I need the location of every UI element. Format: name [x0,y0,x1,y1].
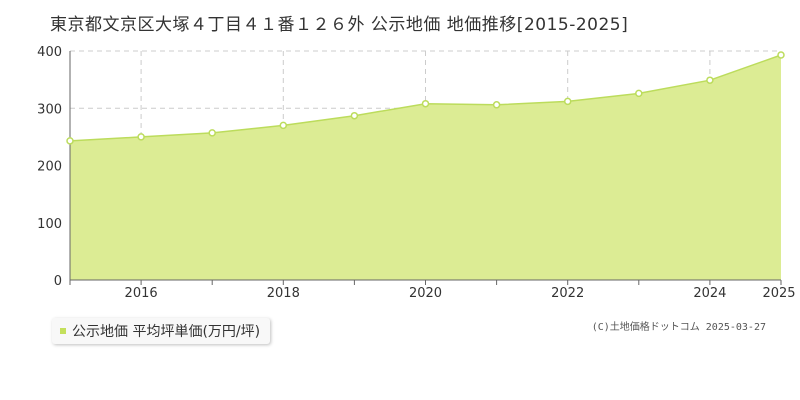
x-tick-label: 2025 [762,286,795,301]
series-area-fill [70,55,781,280]
data-point [66,137,74,145]
data-point [706,76,714,84]
y-tick-label: 100 [37,217,62,232]
data-point [421,99,430,108]
x-tick-label: 2024 [693,286,726,301]
y-tick-label: 300 [37,102,62,117]
data-point [777,51,785,59]
x-tick-label: 2022 [551,286,584,301]
data-point [635,89,643,98]
data-point [350,111,359,120]
y-tick-label: 400 [37,45,62,60]
y-tick-labels: 0 100 200 300 400 [37,45,62,289]
data-point [137,133,145,141]
x-tick-label: 2016 [125,286,158,301]
page-title: 東京都文京区大塚４丁目４１番１２６外 公示地価 地価推移[2015-2025] [50,15,629,35]
legend: 公示地価 平均坪単価(万円/坪) [52,318,271,344]
axes [69,51,782,285]
credit-text: (C)土地価格ドットコム 2025-03-27 [591,322,766,333]
x-tick-label: 2020 [409,286,442,301]
legend-swatch [60,328,66,334]
legend-label: 公示地価 平均坪単価(万円/坪) [72,324,261,340]
data-point [208,129,216,137]
data-point [492,101,501,109]
data-point [563,97,572,106]
y-tick-label: 0 [54,274,62,289]
data-point [279,121,288,130]
x-tick-labels: 2016 2018 2020 2022 2024 2025 [125,286,796,301]
y-tick-label: 200 [37,160,62,175]
x-tick-label: 2018 [267,286,300,301]
data-points [66,51,785,145]
